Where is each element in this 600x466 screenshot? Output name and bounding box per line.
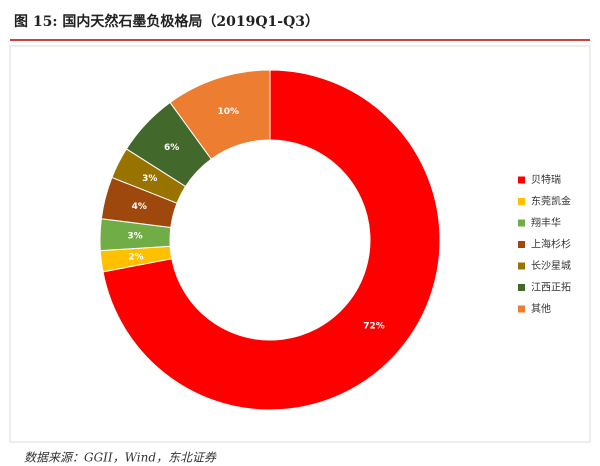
donut-slice [169,69,271,160]
data-label: 4% [132,202,147,212]
legend-label: 东莞凯金 [531,195,571,208]
legend-swatch [518,241,525,248]
legend-label: 江西正拓 [531,282,571,294]
legend-swatch [518,219,525,227]
data-label: 6% [164,143,179,153]
data-label: 3% [142,174,157,184]
legend-label: 贝特瑞 [531,174,561,186]
legend-label: 上海杉杉 [531,238,571,251]
data-label: 10% [218,107,240,117]
legend-swatch [518,176,525,184]
legend-swatch [518,305,525,313]
chart-title: 图 15: 国内天然石墨负极格局（2019Q1-Q3） [14,13,319,30]
data-label: 72% [363,322,385,332]
data-label: 3% [127,231,142,241]
legend-swatch [518,198,525,205]
plot-frame [9,45,591,443]
legend-label: 其他 [531,302,551,315]
donut-slice [102,69,441,411]
data-label: 2% [128,252,143,262]
legend-label: 翔丰华 [531,216,561,229]
legend-label: 长沙星城 [531,260,571,272]
legend-swatch [518,262,525,270]
source: 数据来源：GGII，Wind，东北证券 [24,451,217,465]
legend-swatch [518,284,525,291]
